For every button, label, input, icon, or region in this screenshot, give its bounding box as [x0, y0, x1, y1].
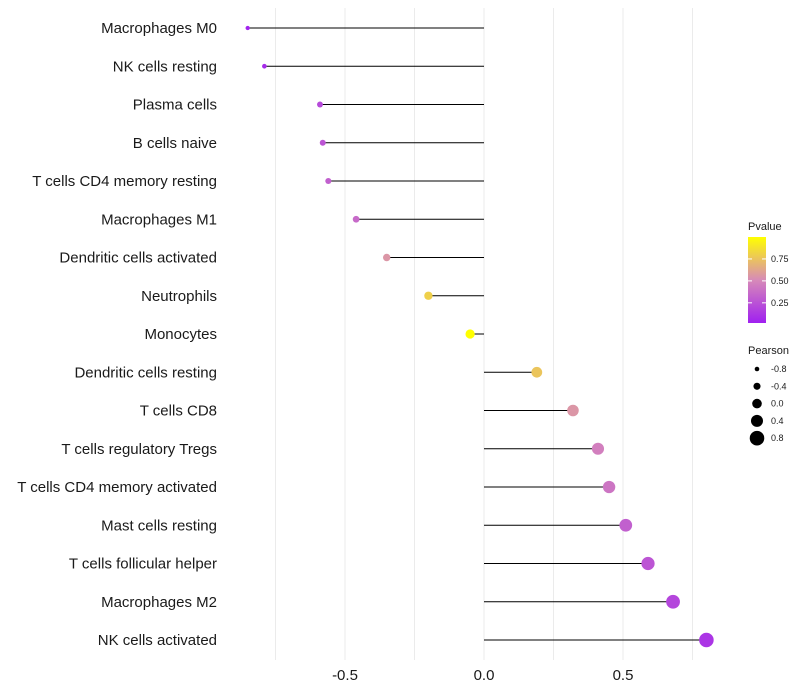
pvalue-tick-label: 0.25 [771, 298, 789, 308]
x-tick-label: -0.5 [332, 667, 358, 684]
pearson-legend-title: Pearson [748, 345, 789, 357]
lollipop-point [245, 25, 250, 31]
lollipop-point [317, 101, 323, 108]
pearson-size-key [753, 382, 761, 390]
category-label: Dendritic cells activated [59, 250, 217, 267]
category-label: Neutrophils [141, 288, 217, 305]
category-label: Dendritic cells resting [74, 364, 217, 381]
category-label: Plasma cells [133, 97, 217, 114]
stem-layer [247, 27, 707, 641]
pearson-size-key [749, 430, 765, 446]
lollipop-point [591, 442, 605, 455]
x-tick-label: 0.5 [613, 667, 634, 684]
pearson-size-label: 0.8 [771, 433, 784, 443]
lollipop-point [352, 215, 360, 223]
category-label: NK cells activated [98, 632, 217, 649]
lollipop-point [319, 139, 326, 146]
lollipop-point [641, 556, 655, 571]
pearson-size-key [750, 414, 764, 427]
lollipop-point [465, 329, 475, 339]
lollipop-point [531, 366, 543, 378]
pearson-size-key [752, 398, 762, 409]
category-label: NK cells resting [113, 58, 217, 75]
point-layer [245, 25, 714, 648]
lollipop-point [602, 480, 616, 494]
category-label: Monocytes [144, 326, 217, 343]
pearson-size-label: 0.4 [771, 416, 784, 426]
lollipop-point [325, 177, 332, 185]
category-label: Macrophages M0 [101, 20, 217, 37]
pvalue-legend: Pvalue 0.25 0.50 0.75 [748, 221, 789, 323]
pvalue-legend-title: Pvalue [748, 221, 782, 233]
category-label: Mast cells resting [101, 517, 217, 534]
category-label: Macrophages M2 [101, 594, 217, 611]
lollipop-point [666, 594, 680, 609]
grid-layer [275, 8, 693, 660]
lollipop-point [619, 518, 633, 532]
x-tick-labels: -0.5 0.0 0.5 [332, 667, 633, 684]
category-label: B cells naive [133, 135, 217, 152]
category-label: T cells CD4 memory resting [32, 173, 217, 190]
pvalue-tick-label: 0.75 [771, 254, 789, 264]
x-tick-label: 0.0 [474, 667, 495, 684]
category-label: T cells regulatory Tregs [61, 441, 217, 458]
pearson-size-label: 0.0 [771, 399, 784, 409]
pvalue-colorbar [748, 237, 766, 323]
pearson-size-label: -0.8 [771, 364, 787, 374]
lollipop-point [424, 291, 433, 300]
lollipop-point [382, 253, 391, 262]
category-labels: Macrophages M0 NK cells resting Plasma cel… [17, 20, 217, 649]
category-label: T cells CD4 memory activated [17, 479, 217, 496]
pearson-size-label: -0.4 [771, 381, 787, 391]
pvalue-tick-label: 0.50 [771, 276, 789, 286]
pearson-size-key [754, 366, 760, 372]
category-label: T cells follicular helper [69, 556, 217, 573]
pearson-legend: Pearson -0.8 -0.4 0.0 0.4 0.8 [748, 345, 789, 446]
lollipop-point [262, 63, 267, 69]
lollipop-point [567, 404, 579, 417]
category-label: Macrophages M1 [101, 211, 217, 228]
lollipop-point [699, 632, 714, 648]
category-label: T cells CD8 [140, 403, 217, 420]
